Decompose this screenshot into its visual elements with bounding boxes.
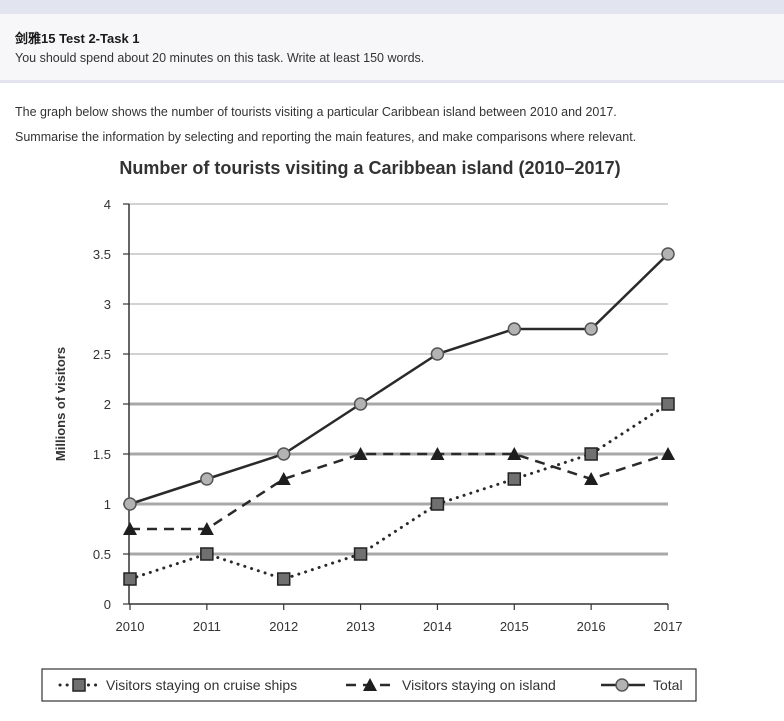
data-point-square [276, 572, 291, 586]
data-point-circle [661, 247, 675, 261]
data-point-square [507, 472, 522, 486]
data-point-triangle [353, 447, 368, 460]
task-header: 剑雅15 Test 2-Task 1 You should spend abou… [0, 14, 784, 83]
x-tick-label: 2010 [116, 619, 145, 634]
series-line-2 [129, 253, 669, 506]
data-point-square [661, 397, 675, 411]
x-tick-label: 2017 [654, 619, 683, 634]
legend-label: Visitors staying on cruise ships [106, 677, 297, 693]
x-tick-label: 2016 [577, 619, 606, 634]
legend-marker-triangle [363, 678, 377, 691]
chart-area: Number of tourists visiting a Caribbean … [0, 150, 784, 716]
top-stripe [0, 0, 784, 14]
data-point-triangle [584, 472, 599, 485]
series-line-0 [128, 402, 670, 581]
line-chart: Number of tourists visiting a Caribbean … [41, 158, 697, 702]
y-tick-label: 1 [104, 497, 111, 512]
data-point-circle [430, 347, 445, 361]
task-title: 剑雅15 Test 2-Task 1 [15, 31, 140, 46]
task-instruction: You should spend about 20 minutes on thi… [15, 51, 425, 65]
data-point-square [353, 547, 368, 561]
legend-marker-circle [615, 678, 629, 692]
y-tick-label: 0 [104, 597, 111, 612]
data-point-circle [353, 397, 368, 411]
data-point-circle [584, 322, 598, 336]
data-point-triangle [199, 522, 214, 535]
y-tick-label: 2.5 [93, 347, 111, 362]
y-tick-label: 2 [104, 397, 111, 412]
x-tick-label: 2013 [346, 619, 375, 634]
y-tick-label: 1.5 [93, 447, 111, 462]
chart-title: Number of tourists visiting a Caribbean … [119, 158, 620, 178]
x-tick-label: 2011 [193, 619, 221, 634]
data-point-circle [276, 447, 291, 461]
y-tick-label: 0.5 [93, 547, 111, 562]
data-point-square [200, 547, 214, 561]
prompt-line-2: Summarise the information by selecting a… [15, 130, 637, 144]
y-tick-label: 4 [104, 197, 111, 212]
x-tick-label: 2012 [269, 619, 298, 634]
data-point-triangle [661, 447, 675, 460]
data-point-triangle [123, 522, 137, 535]
data-point-triangle [430, 447, 445, 460]
data-point-circle [507, 322, 522, 336]
data-point-square [123, 572, 137, 586]
prompt-line-1: The graph below shows the number of tour… [15, 105, 617, 119]
data-point-circle [200, 472, 214, 486]
y-axis-label: Millions of visitors [53, 347, 68, 461]
x-tick-label: 2015 [500, 619, 529, 634]
legend-label: Visitors staying on island [402, 677, 556, 693]
series-line-1 [130, 452, 669, 531]
legend-label: Total [653, 677, 683, 693]
x-tick-label: 2014 [423, 619, 452, 634]
data-point-triangle [276, 472, 291, 485]
data-point-triangle [507, 447, 522, 460]
data-point-circle [123, 497, 137, 511]
data-point-square [430, 497, 445, 511]
legend-marker-square [72, 678, 86, 692]
data-point-square [584, 447, 598, 461]
y-tick-label: 3 [104, 297, 111, 312]
y-tick-label: 3.5 [93, 247, 111, 262]
